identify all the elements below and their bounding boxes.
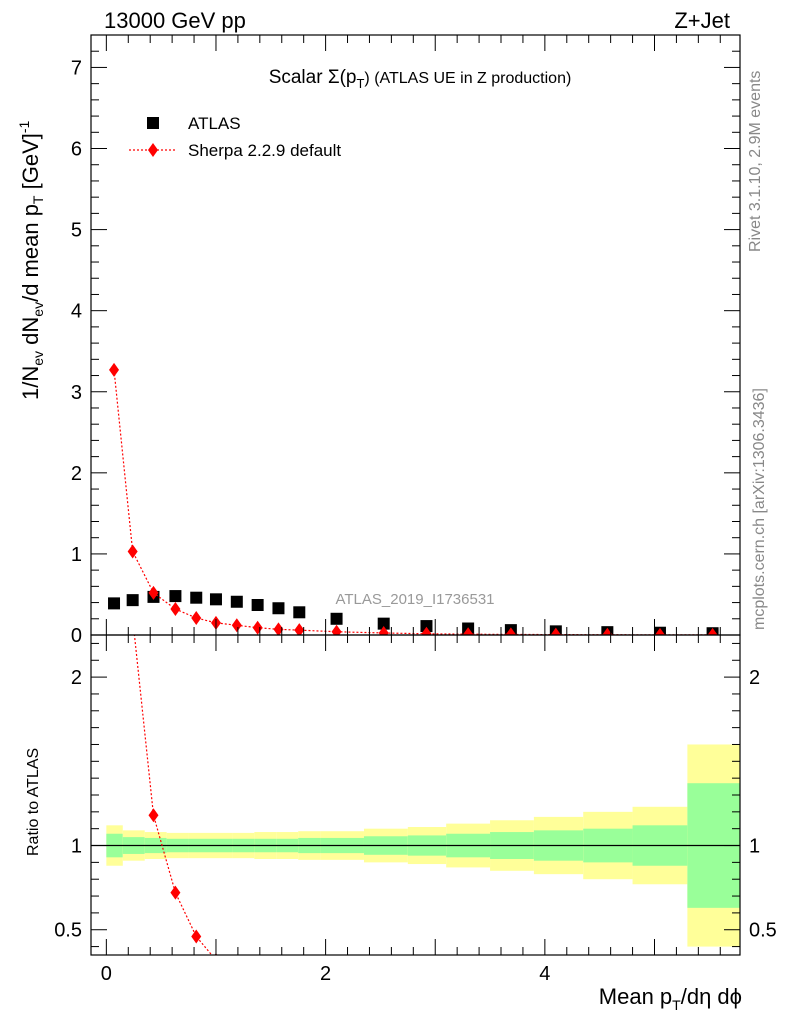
atlas-point bbox=[169, 590, 182, 603]
sherpa-point bbox=[191, 610, 202, 625]
ratio-tick-label-right: 0.5 bbox=[749, 920, 777, 942]
y-tick-label: 3 bbox=[71, 382, 82, 404]
ratio-tick-label-left: 2 bbox=[71, 667, 82, 689]
sherpa-point bbox=[550, 627, 561, 635]
rivet-label: Rivet 3.1.10, 2.9M events bbox=[747, 71, 764, 252]
ratio-tick-label-left: 1 bbox=[71, 836, 82, 858]
sherpa-point bbox=[109, 362, 120, 377]
atlas-point bbox=[420, 620, 433, 633]
ratio-plot-frame bbox=[90, 634, 741, 956]
y-tick-label: 0 bbox=[71, 625, 82, 647]
atlas-point bbox=[272, 602, 285, 615]
axis-ticks bbox=[91, 34, 740, 955]
sherpa-point bbox=[170, 602, 181, 617]
legend-sherpa-label: Sherpa 2.2.9 default bbox=[188, 141, 341, 160]
atlas-point bbox=[108, 597, 121, 610]
ratio-sherpa-point bbox=[170, 885, 181, 900]
sherpa-point bbox=[252, 620, 263, 635]
legend-atlas-marker bbox=[147, 117, 159, 129]
sherpa-point bbox=[378, 625, 389, 635]
y-tick-label: 2 bbox=[71, 463, 82, 485]
atlas-point bbox=[293, 606, 306, 619]
atlas-point bbox=[190, 591, 203, 604]
y-tick-label: 4 bbox=[71, 301, 82, 323]
ratio-tick-label-left: 0.5 bbox=[54, 920, 82, 942]
atlas-point bbox=[209, 593, 222, 606]
chart-title: Scalar Σ(pT) (ATLAS UE in Z production) bbox=[269, 67, 572, 91]
atlas-point bbox=[377, 617, 390, 630]
sherpa-point bbox=[294, 623, 305, 635]
legend: ATLAS Sherpa 2.2.9 default bbox=[129, 114, 341, 160]
x-tick-label: 2 bbox=[320, 963, 331, 985]
sherpa-point bbox=[463, 627, 474, 635]
sherpa-point bbox=[505, 627, 516, 635]
ratio-sherpa-point bbox=[191, 929, 202, 944]
y-tick-label: 1 bbox=[71, 544, 82, 566]
legend-atlas-label: ATLAS bbox=[188, 114, 241, 133]
sherpa-point bbox=[127, 544, 138, 559]
x-tick-label: 4 bbox=[539, 963, 550, 985]
sherpa-point bbox=[602, 627, 613, 635]
atlas-point bbox=[330, 612, 343, 625]
legend-sherpa-marker bbox=[148, 143, 158, 157]
ratio-tick-label-right: 2 bbox=[749, 667, 760, 689]
sherpa-point bbox=[273, 622, 284, 635]
sherpa-point bbox=[231, 618, 242, 633]
y-tick-label: 6 bbox=[71, 139, 82, 161]
y-tick-label: 7 bbox=[71, 57, 82, 79]
atlas-point bbox=[126, 594, 139, 607]
y-axis-label: 1/Nev dNev/d mean pT [GeV]-1 bbox=[16, 120, 46, 400]
sherpa-point bbox=[707, 627, 718, 635]
ratio-sherpa-point bbox=[148, 808, 159, 823]
x-tick-label: 0 bbox=[101, 963, 112, 985]
ratio-y-axis-label: Ratio to ATLAS bbox=[25, 748, 42, 856]
sherpa-point bbox=[148, 585, 159, 600]
sherpa-point bbox=[331, 624, 342, 635]
atlas-point bbox=[251, 599, 264, 611]
mcplots-label: mcplots.cern.ch [arXiv:1306.3436] bbox=[751, 388, 768, 630]
atlas-point bbox=[230, 595, 243, 608]
y-tick-label: 5 bbox=[71, 220, 82, 242]
analysis-label: ATLAS_2019_I1736531 bbox=[335, 591, 494, 608]
process-label: Z+Jet bbox=[674, 8, 730, 33]
ratio-sherpa-point bbox=[128, 611, 138, 625]
energy-label: 13000 GeV pp bbox=[104, 8, 246, 33]
sherpa-point bbox=[654, 627, 665, 635]
ratio-tick-label-right: 1 bbox=[749, 836, 760, 858]
ratio-sherpa-line bbox=[133, 635, 213, 955]
x-axis-label: Mean pT/dη dϕ bbox=[599, 984, 742, 1013]
axis-tick-labels: 0 2 4 0 1 2 3 4 5 6 7 0.5 0.5 1 1 2 2 bbox=[54, 57, 777, 985]
sherpa-point bbox=[421, 626, 432, 635]
ratio-sherpa-series bbox=[128, 611, 218, 955]
